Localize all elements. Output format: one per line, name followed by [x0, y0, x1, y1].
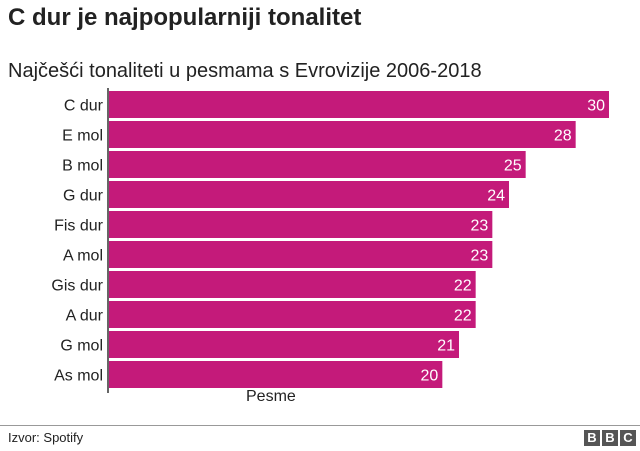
bbc-logo-letter: C	[620, 430, 636, 446]
bar	[109, 241, 493, 268]
bar	[109, 361, 443, 388]
x-axis-label: Pesme	[246, 388, 296, 405]
bar	[109, 91, 609, 118]
data-label: 21	[437, 338, 455, 355]
bar	[109, 151, 526, 178]
category-label: Gis dur	[51, 278, 103, 295]
category-label: As mol	[54, 368, 103, 385]
data-label: 23	[471, 218, 489, 235]
category-label: G dur	[63, 188, 104, 205]
category-label: C dur	[64, 98, 104, 115]
bar	[109, 271, 476, 298]
bar	[109, 301, 476, 328]
category-label: A mol	[63, 248, 103, 265]
category-label: E mol	[62, 128, 103, 145]
bar	[109, 211, 493, 238]
bbc-logo: B B C	[584, 430, 636, 446]
chart-subtitle: Najčešći tonaliteti u pesmama s Evrovizi…	[8, 60, 482, 82]
category-label: Fis dur	[54, 218, 104, 235]
source-text: Izvor: Spotify	[8, 430, 84, 445]
data-label: 22	[454, 278, 472, 295]
data-label: 30	[587, 98, 605, 115]
chart-title: C dur je najpopularniji tonalitet	[8, 4, 362, 31]
bar	[109, 181, 509, 208]
category-label: A dur	[66, 308, 104, 325]
data-label: 25	[504, 158, 522, 175]
data-label: 20	[421, 368, 439, 385]
bar-chart: 30 C dur 28 E mol 25 B mol 24 G dur 23 Fis dur 23 A…	[51, 88, 609, 393]
data-label: 28	[554, 128, 572, 145]
bbc-logo-letter: B	[602, 430, 618, 446]
data-label: 22	[454, 308, 472, 325]
category-label: G mol	[60, 338, 103, 355]
bar	[109, 331, 459, 358]
category-label: B mol	[62, 158, 103, 175]
bar	[109, 121, 576, 148]
data-label: 23	[471, 248, 489, 265]
footer-divider	[0, 425, 640, 426]
bbc-logo-letter: B	[584, 430, 600, 446]
data-label: 24	[487, 188, 505, 205]
